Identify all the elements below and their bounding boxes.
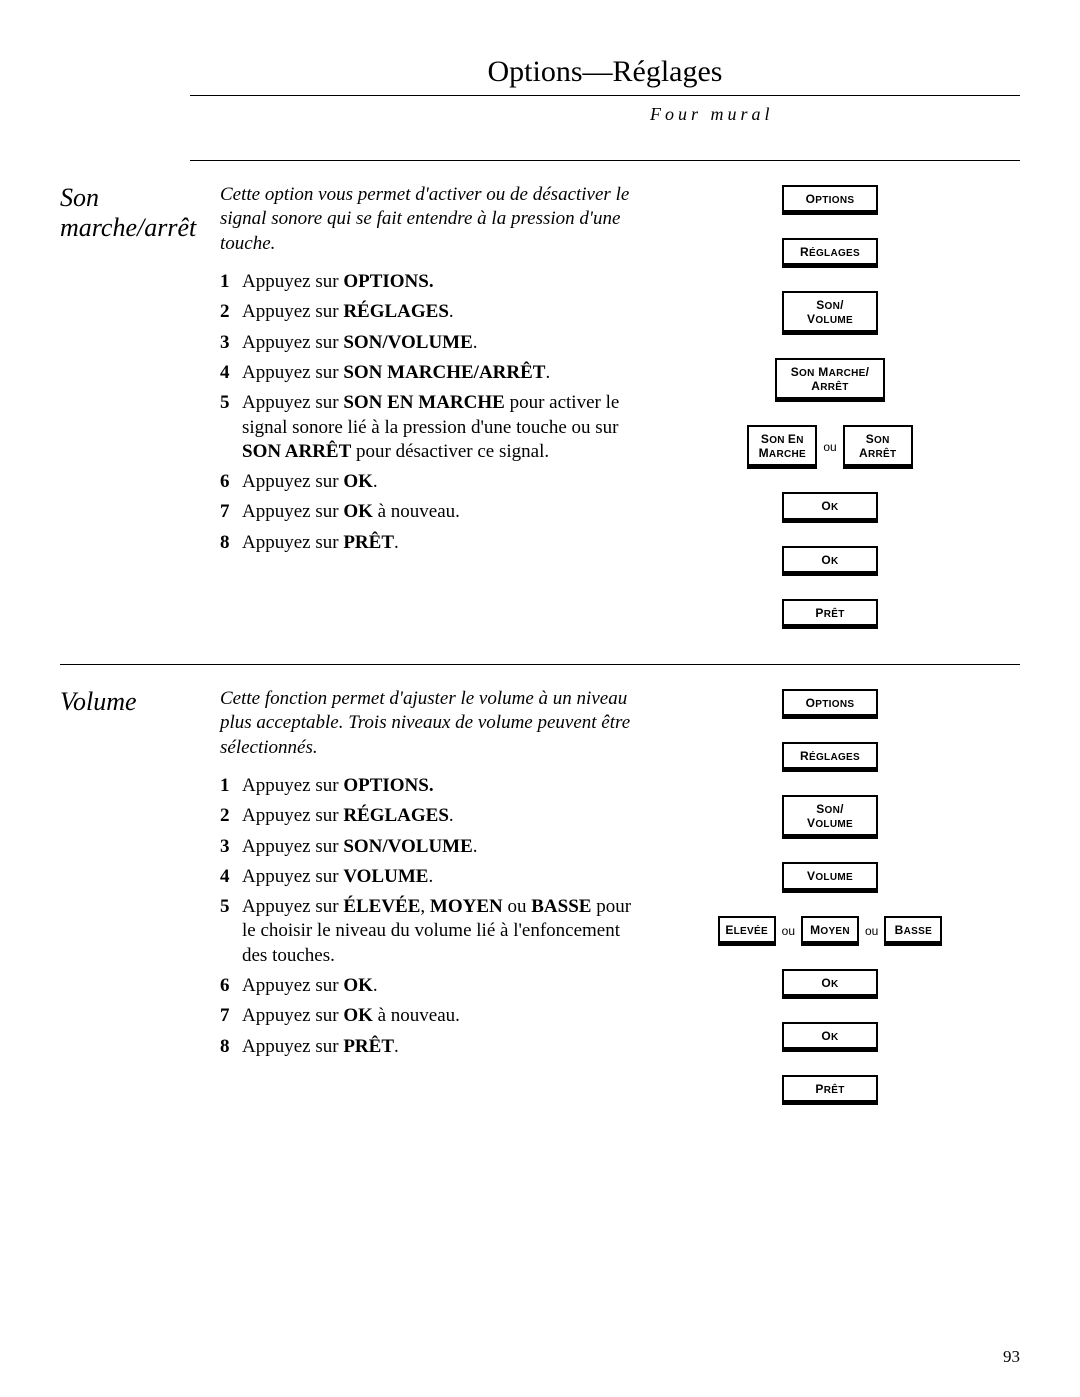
section-left: Son marche/arrêt [60,183,220,629]
list-item: Appuyez sur OPTIONS. [220,270,640,294]
page-header: Options—Réglages Four mural [190,55,1020,125]
list-item: Appuyez sur OK. [220,974,640,998]
oven-button-row: SON ENMARCHE ou SONARRÊT [747,425,912,469]
oven-button: PRÊT [782,1075,878,1105]
oven-button: OK [782,969,878,999]
section-intro: Cette fonction permet d'ajuster le volum… [220,687,640,760]
section-divider [60,664,1020,665]
list-item: Appuyez sur OK. [220,470,640,494]
oven-button: PRÊT [782,599,878,629]
oven-button: SON/VOLUME [782,795,878,839]
list-item: Appuyez sur SON MARCHE/ARRÊT. [220,361,640,385]
list-item: Appuyez sur SON/VOLUME. [220,835,640,859]
oven-button-row: ELEVÉE ou MOYEN ou BASSE [718,916,943,946]
oven-button: OK [782,546,878,576]
oven-button: RÉGLAGES [782,238,878,268]
oven-button: RÉGLAGES [782,742,878,772]
section-divider-top [190,160,1020,161]
oven-button: SON/VOLUME [782,291,878,335]
oven-button: OPTIONS [782,689,878,719]
oven-button: SON MARCHE/ARRÊT [775,358,885,402]
oven-button: OK [782,1022,878,1052]
section: VolumeCette fonction permet d'ajuster le… [60,687,1020,1105]
oven-button: SON ENMARCHE [747,425,817,469]
section: Son marche/arrêtCette option vous permet… [60,183,1020,629]
list-item: Appuyez sur SON EN MARCHE pour activer l… [220,391,640,464]
oven-button: MOYEN [801,916,859,946]
oven-button: OK [782,492,878,522]
oven-button: VOLUME [782,862,878,892]
header-rule [190,95,1020,96]
oven-button: OPTIONS [782,185,878,215]
page-subtitle: Four mural [190,104,1020,125]
oven-button: BASSE [884,916,942,946]
list-item: Appuyez sur SON/VOLUME. [220,331,640,355]
steps-list: Appuyez sur OPTIONS. Appuyez sur RÉGLAGES… [220,270,640,555]
list-item: Appuyez sur ÉLEVÉE, MOYEN ou BASSE pour … [220,895,640,968]
oven-button: ELEVÉE [718,916,776,946]
steps-list: Appuyez sur OPTIONS. Appuyez sur RÉGLAGES… [220,774,640,1059]
section-title: Volume [60,687,220,717]
button-column: OPTIONS RÉGLAGES SON/VOLUME SON MARCHE/ARRÊ… [640,183,1020,629]
section-body: Cette option vous permet d'activer ou de… [220,183,640,629]
oven-button: SONARRÊT [843,425,913,469]
section-title: Son marche/arrêt [60,183,220,243]
list-item: Appuyez sur VOLUME. [220,865,640,889]
list-item: Appuyez sur PRÊT. [220,531,640,555]
list-item: Appuyez sur OK à nouveau. [220,500,640,524]
separator-text: ou [823,440,836,454]
page-number: 93 [1003,1347,1020,1367]
section-intro: Cette option vous permet d'activer ou de… [220,183,640,256]
list-item: Appuyez sur PRÊT. [220,1035,640,1059]
section-body: Cette fonction permet d'ajuster le volum… [220,687,640,1105]
button-column: OPTIONS RÉGLAGES SON/VOLUME VOLUMEELEVÉE ou M… [640,687,1020,1105]
separator-text: ou [782,924,795,938]
section-left: Volume [60,687,220,1105]
page-title: Options—Réglages [190,55,1020,89]
list-item: Appuyez sur RÉGLAGES. [220,804,640,828]
list-item: Appuyez sur OPTIONS. [220,774,640,798]
list-item: Appuyez sur OK à nouveau. [220,1004,640,1028]
sections-host: Son marche/arrêtCette option vous permet… [60,183,1020,1105]
separator-text: ou [865,924,878,938]
page: Options—Réglages Four mural Son marche/a… [0,0,1080,1397]
list-item: Appuyez sur RÉGLAGES. [220,300,640,324]
